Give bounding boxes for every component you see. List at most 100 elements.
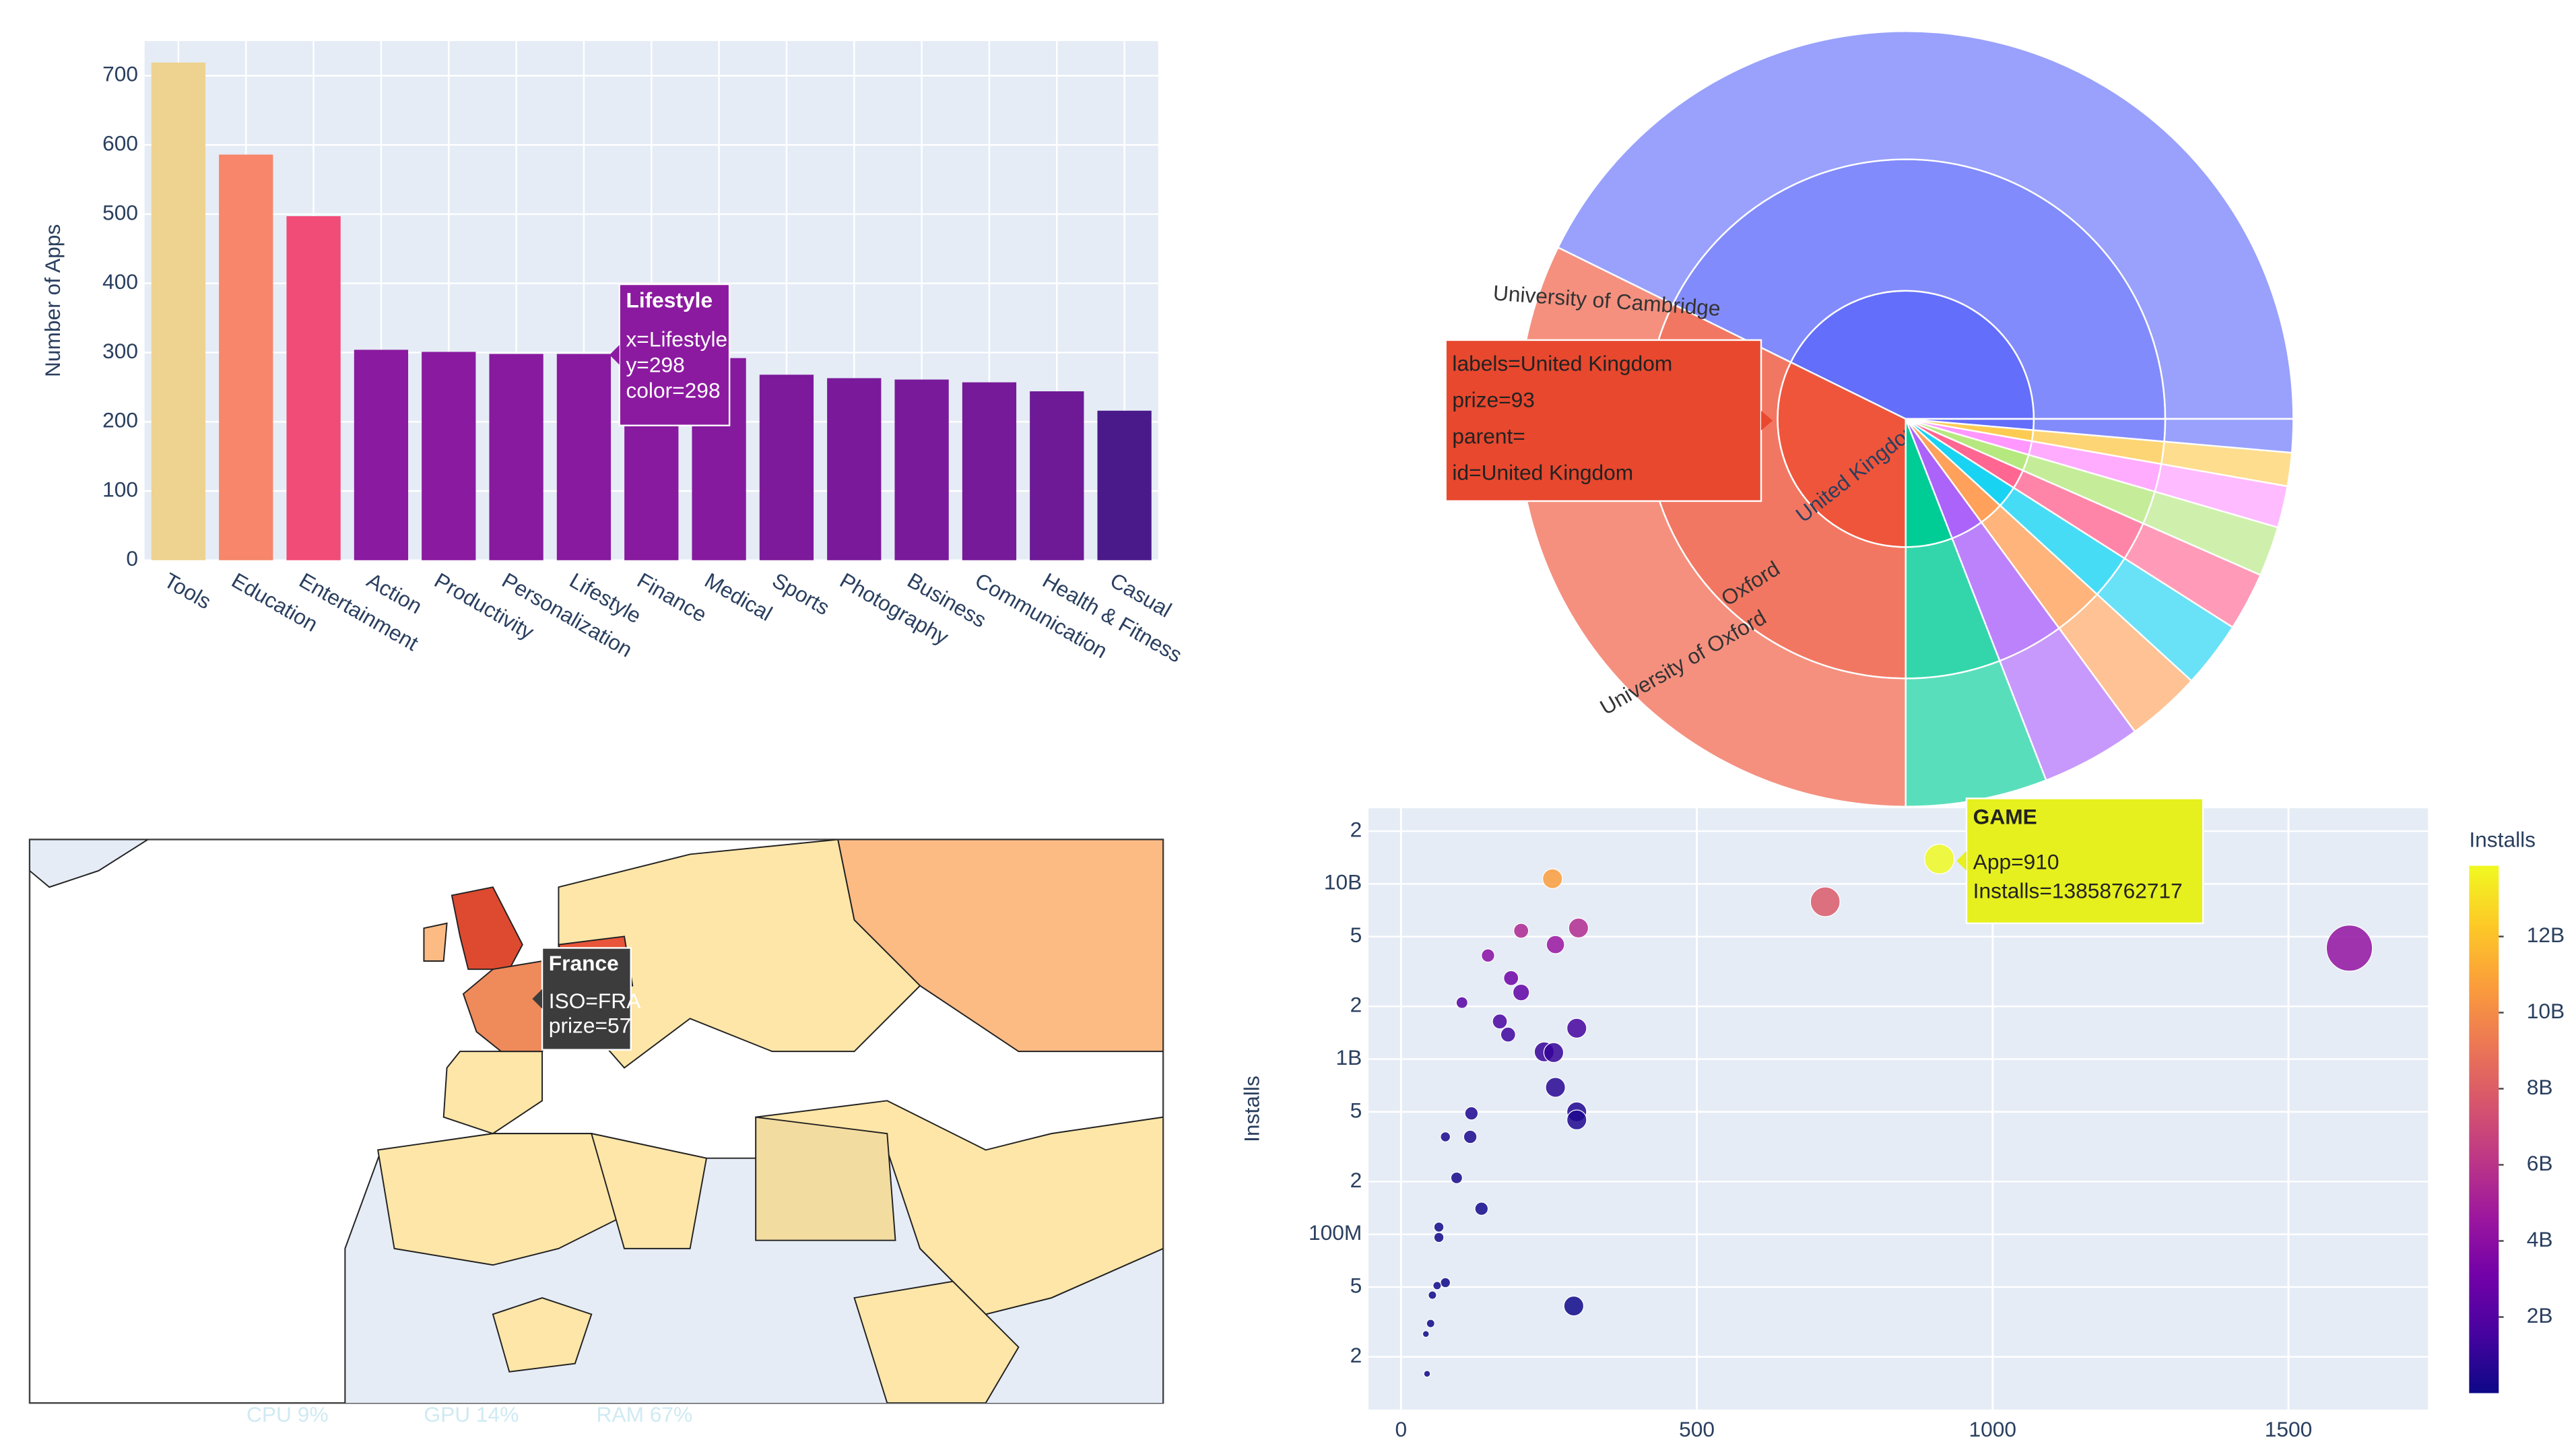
y-tick-label: 0 <box>126 546 138 570</box>
bar <box>556 354 612 560</box>
y-tick-label: 500 <box>102 200 138 224</box>
y-tick-label: 5 <box>1350 1273 1362 1297</box>
x-tick-label: 500 <box>1679 1417 1715 1441</box>
point <box>1474 1202 1489 1216</box>
bar <box>151 62 206 560</box>
point <box>2325 924 2373 972</box>
overlay-text: RAM 67% <box>597 1402 693 1426</box>
tooltip-text: parent= <box>1452 424 1525 448</box>
bar <box>962 382 1017 560</box>
land <box>423 922 448 962</box>
point <box>1440 1277 1451 1288</box>
point <box>1512 983 1530 1001</box>
tooltip-arrow <box>1956 851 1967 871</box>
y-tick-label: 2 <box>1350 993 1362 1017</box>
tooltip-text: GAME <box>1973 805 2037 829</box>
y-tick-label: 5 <box>1350 923 1362 947</box>
x-tick-label: Medical <box>700 568 777 626</box>
tooltip-arrow <box>532 989 543 1009</box>
colorbar-tick-label: 4B <box>2527 1227 2553 1251</box>
bar <box>354 350 409 560</box>
y-tick-label: 700 <box>102 62 138 86</box>
bar <box>422 352 476 560</box>
x-tick-label: Tools <box>160 568 216 614</box>
bar <box>489 354 543 560</box>
tooltip-text: prize=57 <box>549 1014 632 1038</box>
x-tick-label: Finance <box>633 568 711 627</box>
tooltip-text: Installs=13858762717 <box>1973 879 2183 903</box>
point <box>1546 935 1565 954</box>
point <box>1481 948 1495 963</box>
x-tick-label: Sports <box>768 568 834 620</box>
tooltip-text: y=298 <box>626 352 684 376</box>
point <box>1924 843 1955 875</box>
y-tick-label: 400 <box>102 269 138 294</box>
y-tick-label: 1B <box>1335 1045 1362 1069</box>
bar <box>286 216 341 560</box>
y-tick-label: 200 <box>102 408 138 432</box>
point <box>1503 970 1519 986</box>
bar <box>827 378 882 560</box>
point <box>1428 1290 1437 1300</box>
land <box>377 1133 626 1266</box>
land <box>29 839 150 888</box>
point <box>1513 923 1529 939</box>
point <box>1568 917 1589 939</box>
tooltip-box <box>618 283 731 426</box>
tooltip-text: labels=United Kingdom <box>1452 352 1672 376</box>
point <box>1464 1106 1479 1121</box>
colorbar-title: Installs <box>2469 827 2536 851</box>
land <box>590 1132 708 1249</box>
colorbar-tick-label: 8B <box>2527 1075 2553 1099</box>
y-tick-label: 300 <box>102 339 138 363</box>
tooltip-text: color=298 <box>626 378 720 402</box>
y-axis-title: Number of Apps <box>40 224 65 377</box>
tooltip-text: Lifestyle <box>626 288 713 312</box>
tooltip-box <box>1445 339 1762 502</box>
point <box>1432 1281 1442 1290</box>
bar <box>759 374 814 560</box>
tooltip-text: France <box>549 951 619 975</box>
colorbar-tick-label: 2B <box>2527 1303 2553 1327</box>
point <box>1422 1330 1430 1338</box>
point <box>1440 1131 1451 1142</box>
tooltip-box <box>1965 797 2204 925</box>
point <box>1450 1171 1463 1185</box>
y-tick-label: 2 <box>1350 817 1362 841</box>
y-tick-label: 100M <box>1309 1220 1362 1245</box>
tooltip-text: prize=93 <box>1452 388 1535 412</box>
y-tick-label: 100 <box>102 477 138 501</box>
bar <box>1030 391 1084 560</box>
sunburst-sector <box>1556 30 2294 420</box>
tooltip-arrow <box>609 345 620 365</box>
colorbar-tick-label: 6B <box>2527 1151 2553 1175</box>
x-tick-label: 1000 <box>1969 1417 2017 1441</box>
overlay-text: GPU 14% <box>424 1402 519 1426</box>
y-tick-label: 2 <box>1350 1168 1362 1192</box>
point <box>1455 996 1468 1009</box>
land <box>853 1280 1020 1404</box>
bar <box>894 379 949 560</box>
point <box>1500 1026 1516 1043</box>
point <box>1810 886 1841 917</box>
y-tick-label: 10B <box>1324 870 1362 894</box>
plot-bg <box>1368 808 2429 1410</box>
y-tick-label: 600 <box>102 131 138 156</box>
tooltip-text: App=910 <box>1973 850 2059 874</box>
colorbar-tick-label: 10B <box>2527 999 2565 1023</box>
point <box>1433 1222 1445 1232</box>
y-axis-title: Installs <box>1240 1076 1264 1142</box>
point <box>1423 1370 1431 1378</box>
colorbar-tick-label: 12B <box>2527 923 2565 947</box>
x-tick-label: 1500 <box>2265 1417 2313 1441</box>
point <box>1566 1109 1587 1131</box>
point <box>1545 1077 1566 1098</box>
point <box>1542 868 1563 889</box>
point <box>1563 1295 1585 1317</box>
bar <box>1097 410 1152 560</box>
land <box>755 1100 1164 1315</box>
land <box>755 1116 896 1241</box>
tooltip-text: x=Lifestyle <box>626 327 727 351</box>
